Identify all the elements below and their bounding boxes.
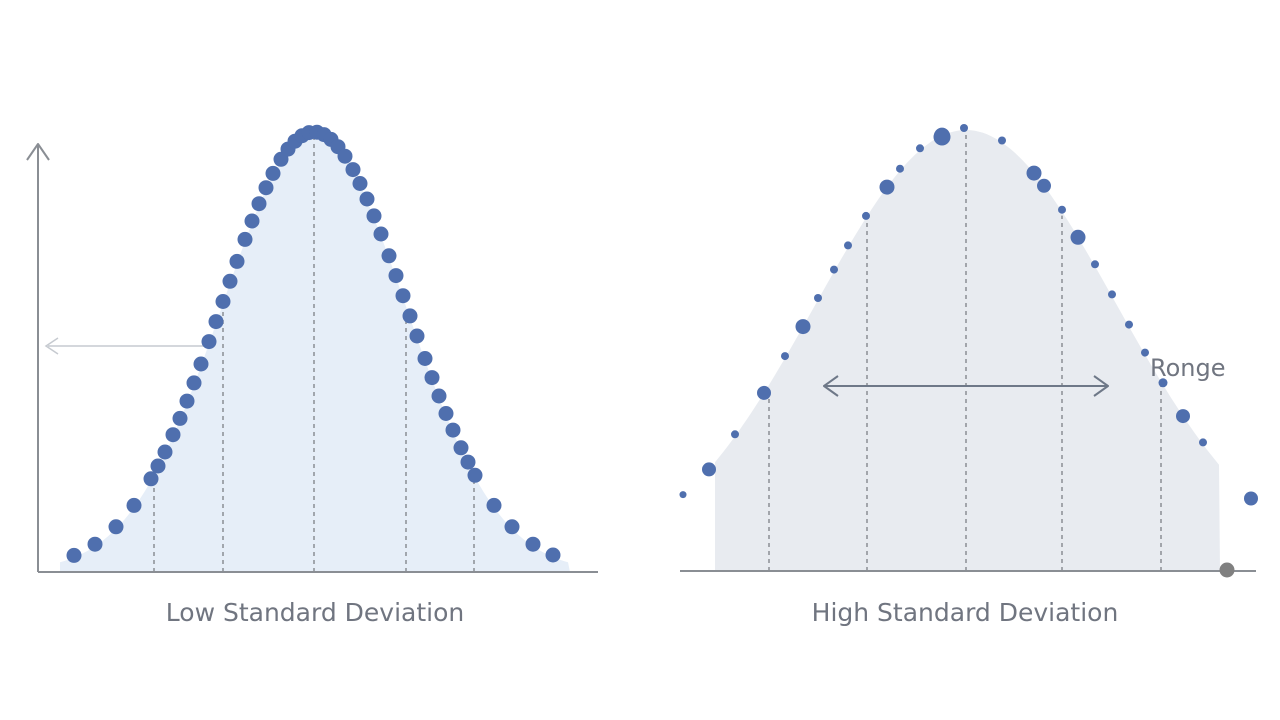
high-sd-curve-area	[715, 130, 1220, 571]
high-sd-data-point	[862, 211, 870, 220]
low-sd-data-point	[237, 231, 253, 247]
high-sd-data-point	[830, 265, 838, 274]
high-sd-data-point	[1026, 165, 1042, 181]
left-pointer-arrowhead	[44, 337, 59, 355]
high-sd-data-point	[1037, 178, 1051, 193]
low-sd-data-points	[66, 124, 561, 563]
high-sd-data-point	[998, 136, 1006, 145]
low-sd-data-point	[66, 547, 82, 563]
low-sd-data-point	[265, 165, 281, 181]
low-sd-data-point	[431, 388, 447, 404]
low-sd-data-point	[143, 471, 159, 487]
low-sd-data-point	[460, 454, 476, 470]
range-arrow-left-head	[823, 375, 839, 397]
low-sd-data-point	[438, 406, 454, 421]
high-sd-data-point	[844, 241, 852, 250]
high-sd-data-point	[702, 462, 716, 477]
low-sd-data-point	[417, 351, 433, 366]
low-sd-data-point	[87, 536, 103, 552]
high-sd-data-point	[1058, 205, 1066, 214]
low-sd-data-point	[402, 308, 418, 324]
high-sd-data-point	[1141, 348, 1149, 357]
low-sd-data-point	[150, 458, 166, 474]
high-sd-data-point	[1108, 290, 1116, 299]
high-sd-outlier-point	[1219, 562, 1235, 578]
range-label: Ronge	[1150, 354, 1226, 382]
low-sd-caption: Low Standard Deviation	[165, 598, 465, 627]
high-sd-data-point	[1244, 491, 1258, 506]
low-sd-data-point	[172, 410, 188, 426]
low-sd-data-point	[359, 191, 375, 207]
low-sd-data-point	[215, 294, 231, 309]
high-sd-data-point	[814, 294, 822, 302]
low-sd-data-point	[251, 196, 267, 212]
y-axis-arrowhead	[26, 143, 50, 161]
low-sd-data-point	[208, 314, 224, 330]
low-sd-data-point	[179, 393, 195, 409]
high-sd-panel	[679, 124, 1258, 578]
range-arrow-right-head	[1093, 375, 1109, 397]
low-sd-data-point	[165, 427, 181, 443]
low-sd-data-point	[244, 213, 260, 229]
low-sd-data-point	[424, 370, 440, 386]
low-sd-data-point	[388, 268, 404, 284]
low-sd-data-point	[381, 248, 397, 264]
low-sd-data-point	[504, 519, 520, 535]
high-sd-data-point	[916, 144, 924, 153]
low-sd-data-point	[186, 375, 202, 391]
low-sd-data-point	[366, 208, 382, 224]
low-sd-data-point	[193, 356, 209, 372]
low-sd-data-point	[201, 334, 217, 350]
high-sd-data-point	[879, 179, 895, 195]
high-sd-data-point	[795, 319, 811, 335]
low-sd-deviation-guides	[153, 138, 475, 572]
high-sd-data-point	[1176, 409, 1190, 424]
low-sd-data-point	[108, 519, 124, 535]
low-sd-data-point	[222, 273, 238, 289]
high-sd-data-point	[1091, 260, 1099, 269]
low-sd-data-point	[525, 536, 541, 552]
high-sd-data-point	[731, 430, 739, 439]
low-sd-data-point	[545, 547, 561, 563]
low-sd-data-point	[409, 328, 425, 344]
low-sd-data-point	[395, 288, 411, 304]
high-sd-data-points	[679, 124, 1258, 578]
low-sd-data-point	[157, 444, 173, 460]
low-sd-data-point	[467, 467, 483, 483]
high-sd-data-point	[1199, 438, 1207, 447]
high-sd-data-point	[757, 385, 771, 400]
low-sd-panel	[26, 124, 598, 573]
high-sd-data-point	[1125, 320, 1133, 329]
high-sd-deviation-guides	[768, 134, 1162, 571]
high-sd-peak-point	[933, 128, 951, 146]
high-sd-data-point	[896, 164, 904, 173]
low-sd-data-point	[373, 226, 389, 242]
low-sd-data-point	[352, 176, 368, 191]
low-sd-data-point	[229, 253, 245, 269]
high-sd-data-point	[679, 491, 687, 499]
low-sd-data-point	[126, 497, 142, 513]
low-sd-data-point	[345, 162, 361, 178]
low-sd-data-point	[445, 422, 461, 438]
low-sd-data-point	[453, 440, 469, 456]
high-sd-data-point	[781, 352, 789, 361]
high-sd-data-point	[1158, 378, 1168, 388]
high-sd-data-point	[1070, 229, 1086, 245]
high-sd-caption: High Standard Deviation	[811, 598, 1119, 627]
low-sd-data-point	[258, 180, 274, 196]
low-sd-data-point	[337, 148, 353, 164]
low-sd-curve-area	[60, 134, 570, 572]
high-sd-data-point	[960, 124, 968, 132]
low-sd-data-point	[486, 497, 502, 513]
